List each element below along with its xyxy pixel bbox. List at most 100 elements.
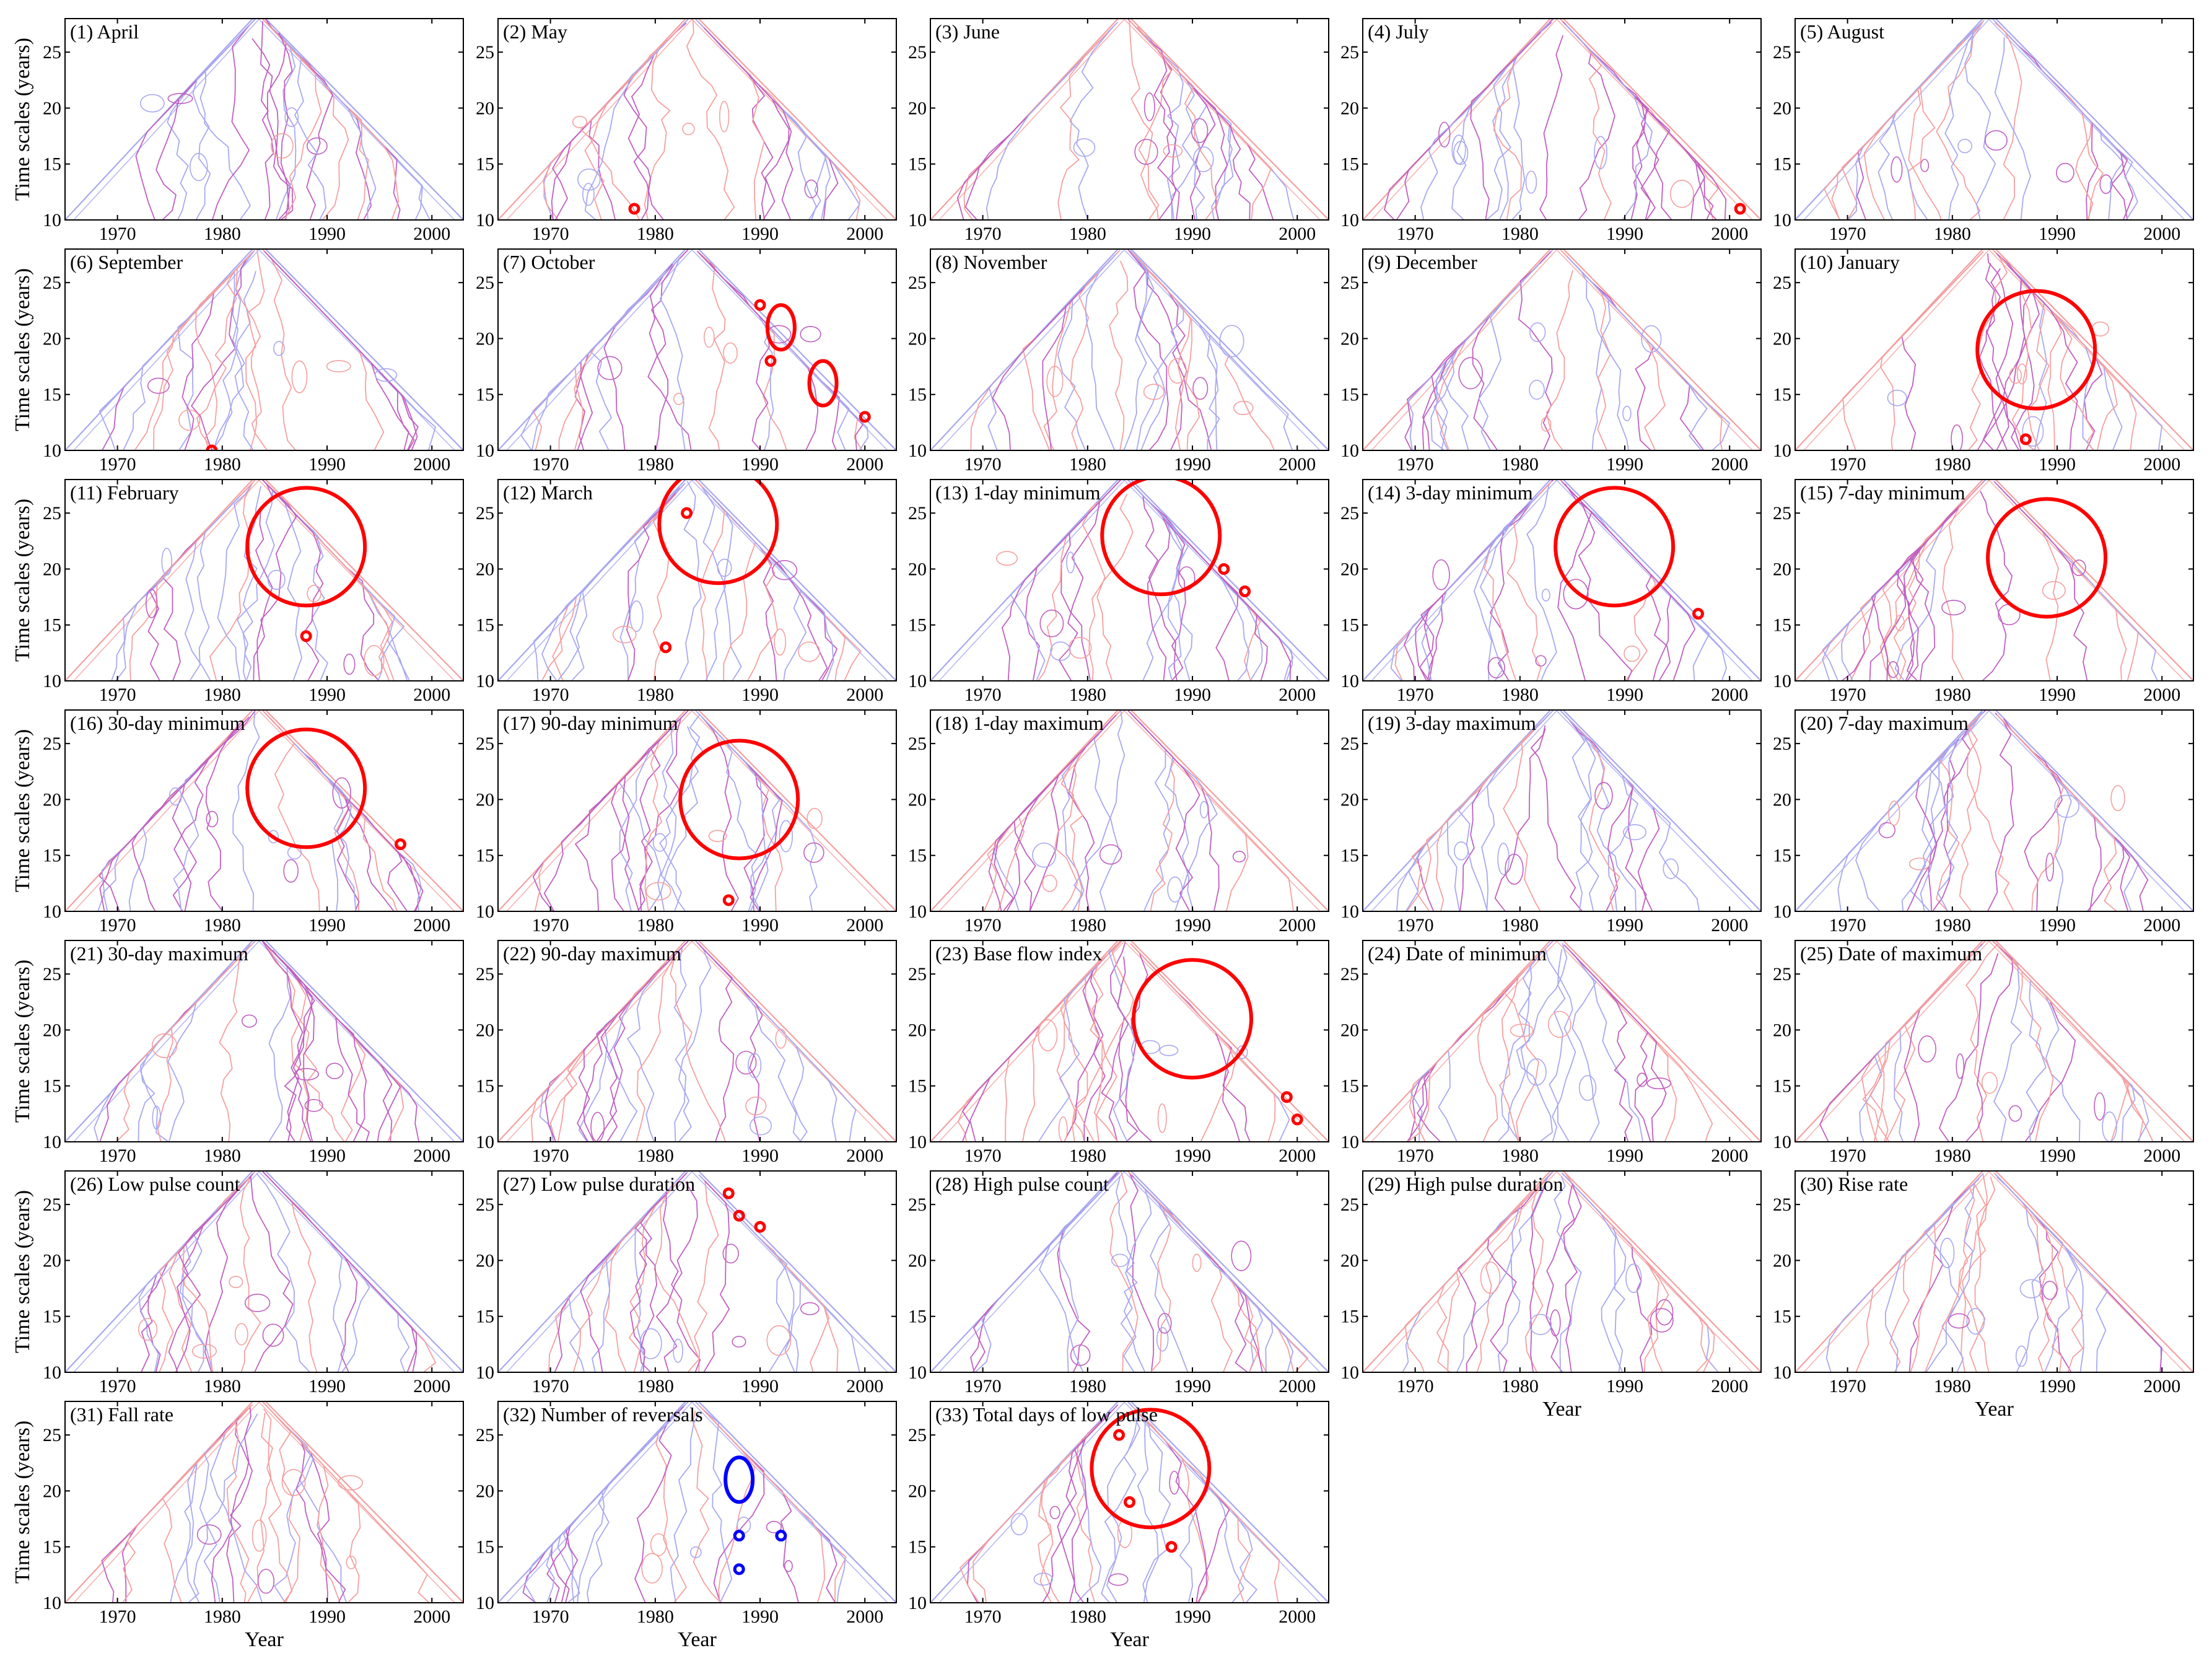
- y-tick-label: 25: [43, 734, 61, 754]
- y-tick-label: 20: [43, 1250, 61, 1271]
- panel-8: 1970 1980 1990 2000 10 15 20 25 (8) November: [908, 248, 1329, 475]
- x-tick-label: 1990: [1174, 1376, 1211, 1396]
- contour-loop: [1985, 130, 2008, 151]
- contour-line: [1038, 949, 1113, 1142]
- contour-line: [261, 249, 385, 450]
- contour-line: [261, 19, 322, 220]
- significant-region-positive: [1239, 585, 1251, 598]
- contour-line: [1140, 263, 1200, 450]
- panel-16: 1970 1980 1990 2000 10 15 20 25 (16) 30-day mini…: [11, 709, 464, 936]
- x-tick-label: 1970: [1829, 685, 1866, 705]
- contour-line: [1006, 717, 1114, 911]
- contour-line: [1944, 24, 1982, 220]
- contour-line: [673, 947, 687, 1142]
- contour-line: [1422, 251, 1552, 450]
- contour-line: [706, 1183, 860, 1372]
- contour-loop: [807, 807, 823, 830]
- contour-line: [270, 27, 327, 220]
- panel-3: 1970 1980 1990 2000 10 15 20 25 (3) June: [908, 18, 1329, 244]
- contour-line: [1573, 32, 1706, 220]
- y-tick-label: 15: [908, 385, 927, 405]
- contour-line: [242, 486, 261, 681]
- y-tick-label: 25: [476, 1425, 494, 1445]
- panel-title: (8) November: [935, 251, 1047, 273]
- y-tick-label: 20: [908, 559, 927, 579]
- cone-envelope: [65, 710, 463, 911]
- x-tick-label: 2000: [1279, 1146, 1316, 1166]
- x-tick-label: 1990: [308, 224, 346, 244]
- contour-line: [1130, 712, 1200, 911]
- contour-line: [281, 1421, 346, 1603]
- contour-line: [157, 942, 254, 1142]
- contour-line: [1093, 716, 1120, 911]
- contour-line: [188, 1413, 258, 1603]
- contour-line: [543, 727, 672, 911]
- contour-line: [1529, 1186, 1546, 1372]
- y-tick-label: 20: [1340, 789, 1359, 810]
- contour-line: [988, 722, 1109, 911]
- cone-envelope: [498, 940, 896, 1142]
- x-tick-label: 2000: [846, 1606, 883, 1627]
- significant-region-positive: [1218, 563, 1230, 575]
- contour-line: [1855, 711, 1983, 911]
- panel-title: (18) 1-day maximum: [935, 712, 1104, 734]
- y-tick-label: 25: [1773, 1194, 1791, 1215]
- contour-line: [1996, 714, 2117, 911]
- x-tick-label: 2000: [413, 1376, 450, 1396]
- y-tick-label: 15: [1773, 1076, 1791, 1097]
- panel-title: (6) September: [70, 251, 183, 273]
- y-tick-label: 10: [908, 440, 927, 461]
- contour-line: [1145, 497, 1239, 681]
- cone-envelope: [1795, 19, 2193, 220]
- panel-title: (25) Date of maximum: [1800, 942, 1982, 965]
- y-tick-label: 10: [476, 901, 494, 922]
- contour-loop: [1050, 641, 1071, 661]
- contour-line: [1421, 494, 1539, 681]
- contour-line: [708, 1415, 799, 1603]
- contour-line: [707, 1183, 801, 1372]
- y-tick-label: 15: [43, 385, 61, 405]
- x-tick-label: 1990: [741, 915, 779, 936]
- contour-line: [264, 942, 313, 1142]
- contour-loop: [273, 341, 285, 356]
- plot-area: [930, 1171, 1329, 1372]
- contour-loop: [1192, 146, 1214, 173]
- x-tick-label: 1980: [1069, 1376, 1106, 1396]
- cone-envelope-inner: [73, 940, 455, 1142]
- cone-envelope-inner: [506, 940, 888, 1142]
- contour-loop: [1956, 1053, 1965, 1079]
- contour-loop: [262, 1323, 284, 1347]
- contour-line: [1130, 943, 1276, 1142]
- plot-area: [1795, 940, 2193, 1142]
- contour-loop: [206, 810, 219, 828]
- panel-2: 1970 1980 1990 2000 10 15 20 25 (2) May: [476, 18, 897, 244]
- contour-line: [260, 21, 294, 220]
- contour-loop: [1159, 1045, 1179, 1056]
- contour-line: [1085, 254, 1116, 450]
- contour-line: [663, 1191, 701, 1372]
- axes-frame: [930, 709, 1329, 912]
- contour-loop: [1169, 1470, 1180, 1495]
- axes-frame: [1795, 940, 2194, 1142]
- contour-loop: [798, 641, 820, 662]
- panel-title: (31) Fall rate: [70, 1403, 173, 1426]
- panel-15: 1970 1980 1990 2000 10 15 20 25 (15) 7-day minim…: [1773, 479, 2194, 705]
- cone-envelope: [1795, 710, 2193, 911]
- contour-line: [269, 948, 366, 1142]
- contour-loop: [1623, 824, 1647, 841]
- plot-area: [1363, 710, 1761, 911]
- contour-line: [1145, 37, 1233, 220]
- contour-line: [539, 953, 676, 1142]
- y-tick-label: 20: [43, 1481, 61, 1501]
- contour-line: [1965, 943, 1998, 1142]
- contour-line: [1144, 497, 1263, 681]
- y-tick-label: 15: [476, 1537, 494, 1558]
- x-tick-label: 1990: [741, 1376, 779, 1396]
- cone-envelope-inner: [73, 1171, 455, 1372]
- contour-line: [267, 945, 370, 1142]
- y-tick-label: 10: [1340, 1362, 1359, 1383]
- contour-line: [557, 1417, 674, 1603]
- contour-line: [263, 711, 398, 911]
- cone-envelope: [498, 1401, 896, 1603]
- contour-loop: [1594, 136, 1607, 169]
